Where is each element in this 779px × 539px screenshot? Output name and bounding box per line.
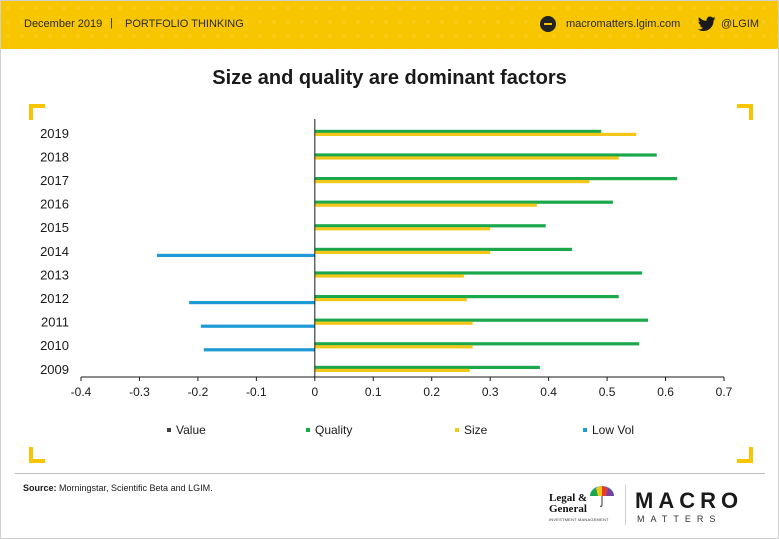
bar-low-vol [189,301,315,305]
corner-bracket-bottom-right [737,447,753,463]
legal-general-logo: Legal & General INVESTMENT MANAGEMENT [549,485,619,527]
corner-bracket-top-left [29,104,45,120]
y-tick-label: 2012 [40,291,69,306]
y-tick-label: 2019 [40,126,69,141]
bar-quality [314,177,678,181]
bar-quality [314,200,613,204]
bar-size [314,180,590,184]
bar-size [314,132,637,136]
umbrella-icon [590,486,614,507]
legend-swatch-low-vol [583,428,587,432]
corner-bracket-top-right [737,104,753,120]
corner-bracket-bottom-left [29,447,45,463]
header-section: PORTFOLIO THINKING [125,18,244,30]
x-tick-label: 0.2 [423,385,440,399]
bar-quality [314,342,640,346]
footer-divider [15,473,765,474]
bar-quality [314,247,573,251]
x-tick-label: 0.7 [716,385,733,399]
x-tick-label: 0.4 [540,385,557,399]
y-tick-label: 2014 [40,244,69,259]
macro-sub: MATTERS [637,514,722,524]
bar-size [314,203,537,207]
bar-quality [314,365,540,369]
macro-word: MACRO [635,488,744,513]
bar-size [314,250,491,254]
logo-divider [625,485,626,525]
bar-low-vol [203,348,315,352]
x-tick-label: -0.1 [246,385,267,399]
bar-quality [314,318,649,322]
x-tick-label: 0.1 [365,385,382,399]
x-tick-label: 0.6 [657,385,674,399]
x-tick-label: 0 [311,385,318,399]
bar-size [314,321,473,325]
header-separator: | [110,17,113,29]
macro-matters-logo: MACRO MATTERS [635,488,750,524]
x-tick-label: 0.5 [599,385,616,399]
lg-name-line2: General [549,503,587,515]
legend-swatch-size [455,428,459,432]
legend-label-quality: Quality [315,423,352,437]
bar-low-vol [200,324,315,328]
bar-size [314,368,470,372]
x-tick-label: -0.3 [129,385,150,399]
legend-label-size: Size [464,423,488,437]
twitter-bird-icon[interactable] [698,16,716,32]
y-tick-label: 2015 [40,220,69,235]
header-twitter-handle[interactable]: @LGIM [721,18,760,30]
x-tick-label: -0.2 [188,385,209,399]
legend-swatch-quality [306,428,310,432]
x-tick-label: -0.4 [71,385,92,399]
bar-chart: 2019 2018 2017 2016 2015 2014 2013 2012 2011 2010… [40,119,733,437]
y-tick-label: 2016 [40,197,69,212]
bar-size [314,345,473,349]
bar-quality [314,153,657,157]
source-label: Source: [23,483,57,493]
bar-quality [314,271,643,275]
chart-title: Size and quality are dominant factors [212,67,567,89]
www-globe-icon [540,16,556,32]
legend-label-value: Value [176,423,206,437]
source-text: Morningstar, Scientific Beta and LGIM. [56,483,213,493]
bar-quality [314,129,602,133]
bar-size [314,227,491,231]
y-tick-label: 2011 [41,315,69,330]
header-date: December 2019 [24,18,103,30]
bar-quality [314,224,546,228]
y-tick-label: 2017 [40,173,69,188]
y-tick-label: 2013 [40,267,69,282]
y-tick-label: 2010 [40,338,69,353]
y-tick-label: 2018 [40,149,69,164]
header-website-link[interactable]: macromatters.lgim.com [566,18,681,30]
legend-swatch-value [167,428,171,432]
header-bar: December 2019 | PORTFOLIO THINKING macro… [1,1,778,49]
bar-size [314,298,467,302]
lg-subtitle: INVESTMENT MANAGEMENT [549,517,609,522]
lg-name-line1: Legal & [549,492,588,504]
bar-size [314,274,464,278]
bar-size [314,156,619,160]
x-tick-label: 0.3 [482,385,499,399]
legend-label-low-vol: Low Vol [592,423,634,437]
bar-low-vol [156,253,315,257]
bar-quality [314,295,619,299]
y-tick-label: 2009 [40,362,69,377]
source-note: Source: Morningstar, Scientific Beta and… [23,483,213,493]
